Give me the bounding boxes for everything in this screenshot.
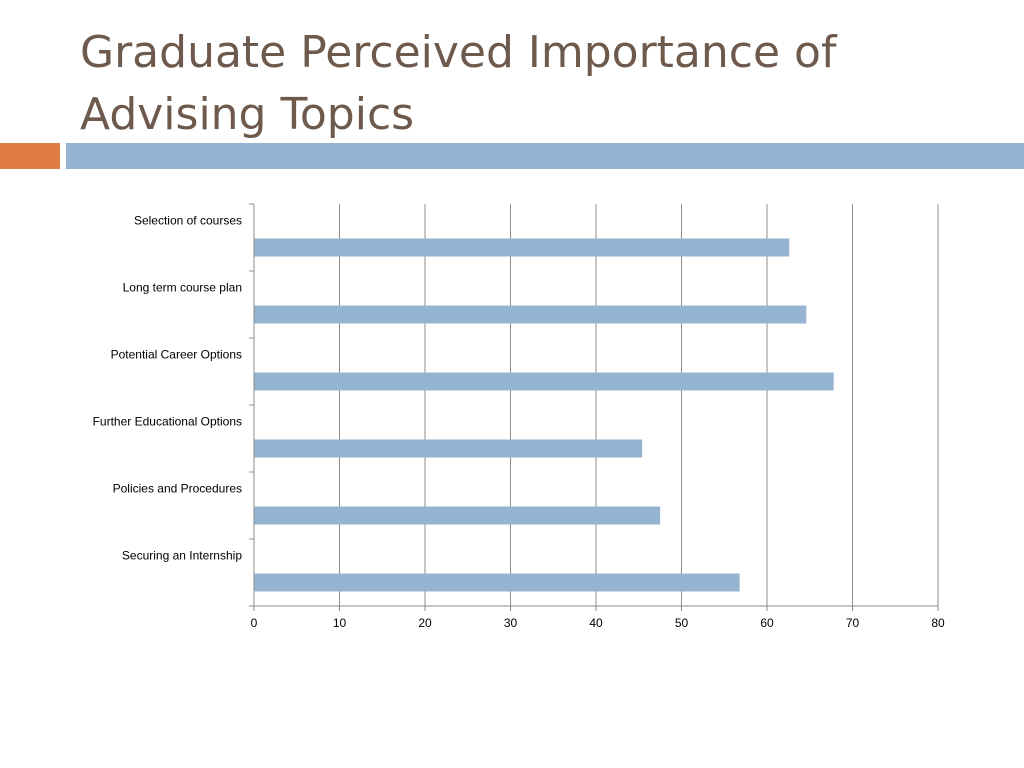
x-tick-label-20: 20 <box>418 616 432 630</box>
x-tick-label-50: 50 <box>675 616 689 630</box>
category-label-long-term-course-plan: Long term course plan <box>123 281 242 295</box>
category-label-further-educational-options: Further Educational Options <box>93 415 242 429</box>
bar-potential-career-options <box>254 372 834 391</box>
accent-bar-orange <box>0 143 60 169</box>
x-tick-label-70: 70 <box>846 616 860 630</box>
bar-further-educational-options <box>254 439 643 458</box>
bars <box>254 238 834 592</box>
bar-long-term-course-plan <box>254 305 807 324</box>
x-tick-label-10: 10 <box>333 616 347 630</box>
category-label-selection-of-courses: Selection of courses <box>134 214 242 228</box>
category-label-potential-career-options: Potential Career Options <box>111 348 242 362</box>
x-tick-label-40: 40 <box>589 616 603 630</box>
x-tick-label-60: 60 <box>760 616 774 630</box>
x-tick-label-0: 0 <box>251 616 258 630</box>
gridlines <box>339 204 939 606</box>
axes <box>249 203 939 611</box>
bar-selection-of-courses <box>254 238 790 257</box>
labels: 0 10 20 30 40 50 60 70 80 Securing an Internship P… <box>93 214 945 631</box>
category-label-policies-and-procedures: Policies and Procedures <box>113 482 242 496</box>
slide-title: Graduate Perceived Importance of Advisin… <box>80 27 837 140</box>
x-tick-label-80: 80 <box>931 616 945 630</box>
bar-policies-and-procedures <box>254 506 661 525</box>
accent-bar-blue <box>66 143 1024 169</box>
bar-securing-an-internship <box>254 573 740 592</box>
category-label-securing-an-internship: Securing an Internship <box>122 549 242 563</box>
x-tick-label-30: 30 <box>504 616 518 630</box>
